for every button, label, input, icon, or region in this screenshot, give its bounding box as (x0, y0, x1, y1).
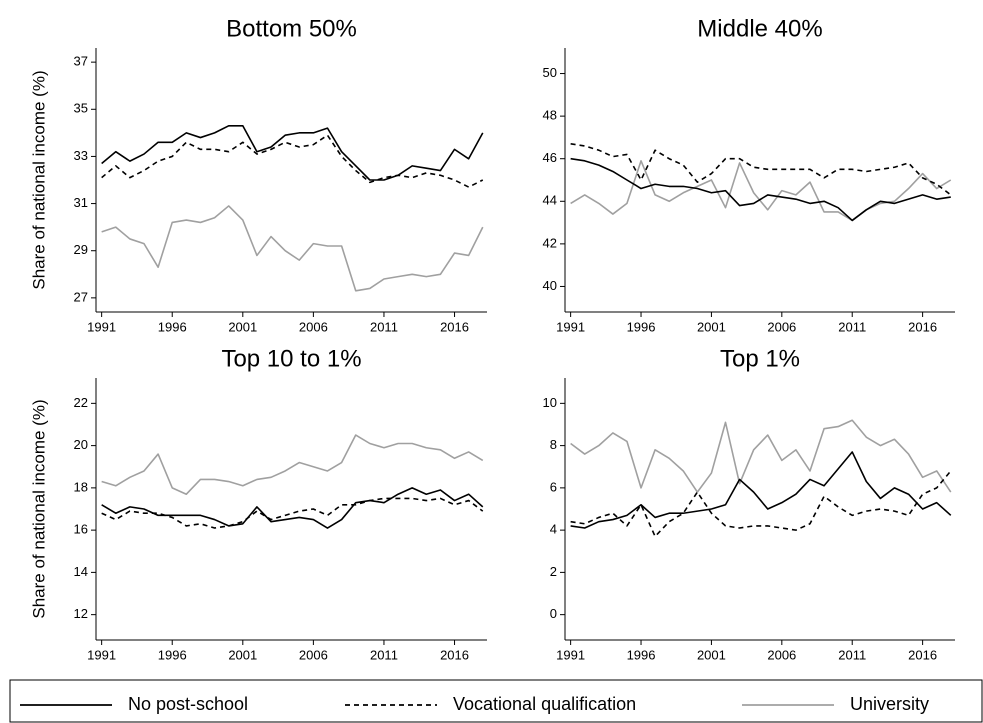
y-tick-label: 33 (74, 148, 88, 163)
series-line (570, 451, 952, 529)
x-tick-label: 2016 (440, 319, 469, 334)
y-tick-label: 4 (550, 522, 557, 537)
series-line (101, 497, 484, 529)
x-tick-label: 1996 (158, 647, 187, 662)
x-tick-label: 2011 (370, 319, 398, 334)
x-tick-label: 1996 (627, 647, 656, 662)
y-tick-label: 20 (74, 437, 88, 452)
x-tick-label: 2006 (299, 319, 328, 334)
series-line (101, 134, 484, 188)
y-tick-label: 22 (74, 395, 88, 410)
y-tick-label: 27 (74, 289, 88, 304)
x-tick-label: 2016 (440, 647, 469, 662)
x-tick-label: 2006 (767, 319, 796, 334)
y-tick-label: 35 (74, 101, 88, 116)
x-tick-label: 2016 (908, 319, 937, 334)
x-tick-label: 2011 (838, 647, 866, 662)
x-tick-label: 2006 (299, 647, 328, 662)
x-tick-label: 1996 (627, 319, 656, 334)
y-tick-label: 8 (550, 437, 557, 452)
y-axis-label: Share of national income (%) (29, 70, 48, 289)
x-tick-label: 1991 (556, 319, 585, 334)
y-tick-label: 10 (543, 395, 557, 410)
y-tick-label: 16 (74, 522, 88, 537)
y-tick-label: 29 (74, 242, 88, 257)
series-line (101, 205, 484, 292)
legend-label: University (850, 694, 929, 714)
y-tick-label: 12 (74, 606, 88, 621)
y-tick-label: 50 (543, 65, 557, 80)
legend-label: No post-school (128, 694, 248, 714)
y-axis-label: Share of national income (%) (29, 399, 48, 618)
series-line (570, 419, 952, 493)
y-tick-label: 40 (543, 278, 557, 293)
legend-label: Vocational qualification (453, 694, 636, 714)
series-line (101, 124, 484, 181)
x-tick-label: 1991 (87, 647, 116, 662)
x-tick-label: 2001 (228, 319, 257, 334)
y-tick-label: 48 (543, 108, 557, 123)
x-tick-label: 1991 (556, 647, 585, 662)
series-line (570, 160, 952, 222)
y-tick-label: 46 (543, 150, 557, 165)
chart-title: Bottom 50% (226, 15, 357, 42)
y-tick-label: 14 (74, 564, 88, 579)
y-tick-label: 44 (543, 193, 557, 208)
chart-title: Top 1% (720, 345, 800, 372)
series-line (570, 470, 952, 538)
series-line (570, 143, 952, 196)
x-tick-label: 2001 (697, 647, 726, 662)
x-tick-label: 2011 (838, 319, 866, 334)
x-tick-label: 1996 (158, 319, 187, 334)
x-tick-label: 2001 (228, 647, 257, 662)
y-tick-label: 18 (74, 479, 88, 494)
x-tick-label: 1991 (87, 319, 116, 334)
y-tick-label: 37 (74, 54, 88, 69)
y-tick-label: 42 (543, 235, 557, 250)
legend-box (9, 679, 983, 723)
y-tick-label: 31 (74, 195, 88, 210)
series-line (570, 157, 951, 222)
x-tick-label: 2001 (697, 319, 726, 334)
series-line (101, 434, 484, 496)
y-tick-label: 2 (550, 564, 557, 579)
y-tick-label: 6 (550, 479, 557, 494)
chart-title: Middle 40% (697, 15, 822, 42)
chart-title: Top 10 to 1% (221, 345, 361, 372)
x-tick-label: 2016 (908, 647, 937, 662)
y-tick-label: 0 (550, 606, 557, 621)
series-line (101, 487, 484, 529)
x-tick-label: 2011 (370, 647, 398, 662)
x-tick-label: 2006 (767, 647, 796, 662)
